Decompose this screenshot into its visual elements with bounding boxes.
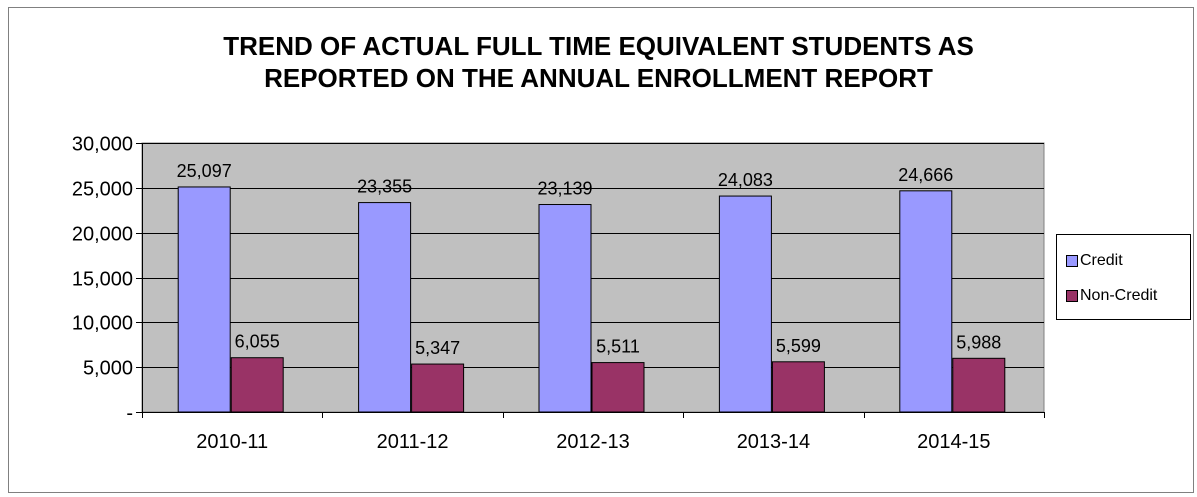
x-tick-label: 2012-13 (556, 431, 629, 453)
x-tick-label: 2011-12 (377, 431, 449, 453)
legend-label-credit: Credit (1080, 252, 1123, 269)
chart-title-line-2: REPORTED ON THE ANNUAL ENROLLMENT REPORT (264, 63, 933, 93)
legend-swatch-credit (1066, 255, 1078, 267)
data-label-credit: 23,355 (357, 177, 412, 197)
bar-credit (177, 186, 231, 413)
bar-credit (358, 202, 412, 413)
bar-non-credit (591, 362, 645, 413)
y-tick-label: 20,000 (72, 224, 133, 246)
data-label-credit: 24,083 (718, 170, 773, 190)
bar-credit (538, 204, 592, 413)
y-tick-label: 30,000 (72, 134, 133, 156)
x-tick-label: 2010-11 (196, 431, 268, 453)
y-tick-label: 25,000 (72, 179, 133, 201)
y-tick-label: 5,000 (83, 358, 133, 380)
chart-legend: Credit Non-Credit (1056, 234, 1191, 320)
y-tick-label: 10,000 (72, 313, 133, 335)
data-label-non-credit: 5,988 (956, 332, 1001, 352)
bar-non-credit (411, 363, 465, 413)
legend-label-non-credit: Non-Credit (1080, 287, 1158, 304)
bar-non-credit (230, 357, 284, 413)
y-tick-label: 15,000 (72, 269, 133, 291)
data-label-non-credit: 6,055 (235, 332, 280, 352)
chart-title-line-1: TREND OF ACTUAL FULL TIME EQUIVALENT STU… (223, 31, 974, 61)
y-tick-label: - (126, 403, 133, 425)
data-label-non-credit: 5,599 (776, 336, 821, 356)
x-tick-label: 2013-14 (737, 431, 810, 453)
legend-item-non-credit: Non-Credit (1066, 286, 1157, 306)
data-label-non-credit: 5,347 (415, 338, 460, 358)
data-label-credit: 25,097 (177, 161, 232, 181)
bar-non-credit (952, 357, 1006, 413)
data-label-non-credit: 5,511 (596, 337, 640, 357)
bar-credit (718, 195, 772, 413)
data-label-credit: 23,139 (537, 179, 592, 199)
legend-item-credit: Credit (1066, 251, 1123, 271)
x-tick-label: 2014-15 (917, 431, 990, 453)
legend-swatch-non-credit (1066, 290, 1078, 302)
chart-title: TREND OF ACTUAL FULL TIME EQUIVALENT STU… (0, 30, 1197, 94)
data-label-credit: 24,666 (898, 165, 953, 185)
bar-credit (899, 190, 953, 413)
bar-non-credit (771, 361, 825, 413)
